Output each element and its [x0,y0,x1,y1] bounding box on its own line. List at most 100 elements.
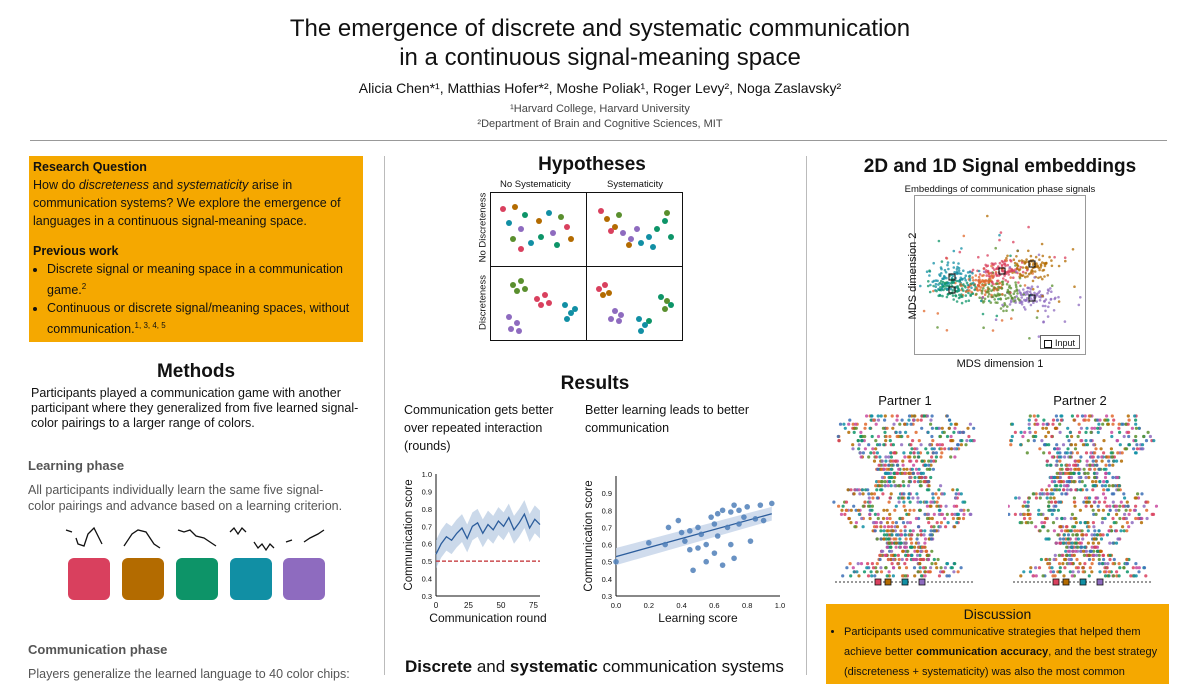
strip-point [932,525,936,529]
embedding-point [979,280,982,283]
embedding-point [947,267,950,271]
strip-point [1136,516,1140,521]
strip-point [904,574,908,578]
strip-point [1096,455,1100,459]
embedding-point [955,279,958,283]
strip-point [869,414,873,418]
input-marker [1096,578,1104,586]
embedding-point [1014,283,1018,287]
strip-point [1116,537,1120,541]
strip-point [1062,533,1066,537]
discussion-list: Participants used communicative strategi… [830,622,1159,682]
partner-2-strip-plot [1008,414,1158,586]
input-marker [1028,294,1036,302]
strip-point [1103,574,1108,578]
strip-point [846,488,850,492]
embedding-point [995,273,998,276]
embedding-point [981,289,984,292]
strip-point [1093,426,1097,430]
strip-point [1101,533,1105,537]
strip-point [895,414,899,418]
strip-point [1059,525,1063,529]
strip-point [1077,422,1081,426]
strip-point [1070,545,1074,549]
strip-point [1102,480,1106,484]
strip-point [881,463,885,467]
strip-point [836,434,840,439]
embedding-point [1006,280,1010,283]
data-point [703,541,709,548]
strip-point [962,512,966,516]
strip-point [1129,574,1133,578]
strip-point [1094,447,1098,451]
hypothesis-dot [562,302,568,308]
strip-point [925,504,929,508]
embedding-point [1009,286,1013,290]
strip-point [882,533,886,537]
embedding-point [1053,255,1056,259]
strip-point [902,451,906,455]
strip-point [1106,562,1110,566]
strip-point [920,414,924,418]
strip-point [876,414,880,418]
strip-point [1050,500,1054,504]
data-point [662,541,668,548]
strip-point [849,508,853,512]
strip-point [931,500,935,504]
strip-point [863,426,867,430]
strip-point [944,504,948,508]
hypothesis-dot [618,312,624,318]
strip-point [929,566,933,570]
strip-point [953,525,957,529]
strip-point [852,492,856,496]
strip-point [876,434,881,439]
embedding-point [991,295,995,299]
embedding-point [1033,270,1037,273]
strip-point [925,414,930,418]
strip-point [929,463,933,467]
embedding-point [1040,242,1044,246]
data-point [703,558,709,565]
strip-point [857,443,861,447]
strip-point [908,521,912,525]
embedding-point [938,288,942,292]
embedding-point [1049,297,1053,301]
x-tick-label: 0.0 [611,601,621,610]
strip-point [887,471,891,475]
research-question-heading: Research Question [33,160,147,174]
embedding-point [1019,284,1022,288]
strip-point [1118,443,1122,447]
strip-point [953,447,957,451]
strip-point [931,467,935,471]
strip-point [868,516,872,521]
strip-point [1094,480,1098,484]
data-point [714,533,721,539]
strip-point [862,439,866,443]
strip-point [1017,496,1021,500]
x-tick-label: 75 [529,601,538,610]
strip-point [1052,529,1056,533]
strip-point [916,570,920,574]
embedding-point [1033,276,1036,279]
strip-point [1100,484,1104,488]
strip-point [1047,562,1052,566]
strip-point [1076,537,1080,541]
strip-point [935,500,939,504]
embedding-point [1027,225,1030,229]
strip-point [1070,434,1074,439]
strip-point [1055,418,1059,422]
embedding-point [992,288,996,292]
strip-point [926,512,931,516]
strip-point [1065,484,1069,488]
strip-point [1056,451,1060,455]
strip-point [1050,566,1054,570]
strip-point [904,430,908,434]
strip-point [893,475,897,480]
strip-point [1097,553,1101,557]
strip-point [1089,439,1093,443]
strip-point [1141,443,1145,447]
embedding-point [964,294,968,297]
strip-point [937,574,942,578]
strip-point [1119,500,1123,504]
embedding-point [1014,268,1017,271]
